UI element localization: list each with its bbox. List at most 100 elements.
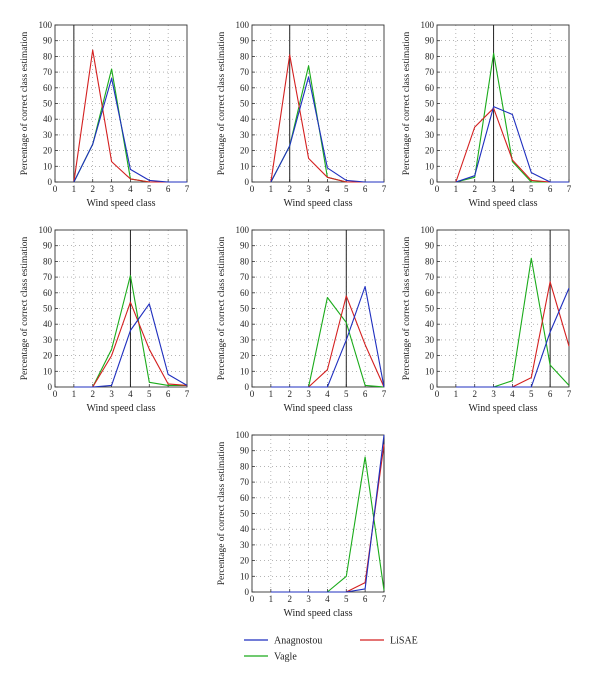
y-tick-label: 30 xyxy=(240,130,250,140)
y-tick-label: 80 xyxy=(43,256,53,266)
grid xyxy=(437,25,569,182)
grid xyxy=(252,230,384,387)
y-tick-label: 10 xyxy=(425,366,435,376)
grid xyxy=(252,25,384,182)
x-tick-label: 0 xyxy=(250,184,255,194)
y-tick-label: 80 xyxy=(240,51,250,61)
x-tick-label: 6 xyxy=(548,184,553,194)
y-tick-label: 70 xyxy=(425,67,435,77)
y-tick-label: 80 xyxy=(240,461,250,471)
y-tick-label: 10 xyxy=(43,366,53,376)
x-tick-label: 5 xyxy=(344,389,349,399)
y-tick-label: 100 xyxy=(236,225,250,235)
series-line-anagnostou xyxy=(270,285,385,388)
series-line-anagnostou xyxy=(270,434,385,593)
x-tick-label: 7 xyxy=(567,389,572,399)
x-axis-label: Wind speed class xyxy=(283,198,352,209)
series-line-anagnostou xyxy=(73,303,188,388)
y-tick-label: 20 xyxy=(425,146,435,156)
x-tick-label: 2 xyxy=(472,184,477,194)
y-tick-label: 80 xyxy=(43,51,53,61)
y-tick-label: 50 xyxy=(425,304,435,314)
y-tick-label: 80 xyxy=(425,51,435,61)
x-tick-label: 0 xyxy=(53,184,58,194)
y-tick-label: 90 xyxy=(425,241,435,251)
x-tick-label: 7 xyxy=(567,184,572,194)
x-tick-label: 5 xyxy=(147,184,152,194)
y-tick-label: 60 xyxy=(425,288,435,298)
x-tick-label: 3 xyxy=(306,594,311,604)
y-tick-label: 60 xyxy=(43,83,53,93)
y-tick-label: 70 xyxy=(425,272,435,282)
y-tick-label: 0 xyxy=(48,177,53,187)
x-tick-label: 2 xyxy=(287,389,292,399)
y-tick-label: 90 xyxy=(425,36,435,46)
x-tick-label: 3 xyxy=(491,184,496,194)
y-tick-label: 40 xyxy=(43,114,53,124)
y-tick-label: 10 xyxy=(425,161,435,171)
x-tick-label: 6 xyxy=(363,594,368,604)
y-tick-label: 90 xyxy=(240,36,250,46)
y-tick-label: 0 xyxy=(430,177,435,187)
legend-item: Anagnostou xyxy=(244,636,322,647)
x-tick-label: 6 xyxy=(363,184,368,194)
y-tick-label: 70 xyxy=(240,67,250,77)
x-tick-label: 5 xyxy=(344,594,349,604)
x-tick-label: 6 xyxy=(548,389,553,399)
x-axis-label: Wind speed class xyxy=(283,403,352,414)
y-tick-label: 0 xyxy=(48,382,53,392)
y-tick-label: 30 xyxy=(43,130,53,140)
y-tick-label: 0 xyxy=(245,587,250,597)
y-tick-label: 40 xyxy=(240,524,250,534)
y-tick-label: 90 xyxy=(240,446,250,456)
legend-item: Vagle xyxy=(244,652,297,663)
x-tick-label: 7 xyxy=(185,184,190,194)
x-axis-label: Wind speed class xyxy=(86,403,155,414)
y-tick-label: 30 xyxy=(240,335,250,345)
x-axis-label: Wind speed class xyxy=(86,198,155,209)
y-tick-label: 50 xyxy=(240,509,250,519)
grid xyxy=(437,230,569,387)
y-tick-label: 90 xyxy=(43,36,53,46)
y-tick-label: 40 xyxy=(43,319,53,329)
y-tick-label: 50 xyxy=(240,99,250,109)
y-tick-label: 0 xyxy=(245,177,250,187)
y-axis-label: Percentage of correct class estimation xyxy=(216,442,227,586)
x-tick-label: 1 xyxy=(72,184,77,194)
y-axis-label: Percentage of correct class estimation xyxy=(19,32,30,176)
x-tick-label: 5 xyxy=(344,184,349,194)
y-tick-label: 50 xyxy=(43,99,53,109)
series-line-lisae xyxy=(270,295,385,388)
legend-label: Anagnostou xyxy=(274,636,322,647)
y-tick-label: 20 xyxy=(425,351,435,361)
x-tick-label: 5 xyxy=(147,389,152,399)
legend-item: LiSAE xyxy=(360,636,418,647)
y-tick-label: 40 xyxy=(240,114,250,124)
x-tick-label: 1 xyxy=(269,389,274,399)
y-tick-label: 90 xyxy=(240,241,250,251)
x-tick-label: 2 xyxy=(472,389,477,399)
x-tick-label: 5 xyxy=(529,389,534,399)
x-tick-label: 6 xyxy=(166,389,171,399)
x-tick-label: 7 xyxy=(382,184,387,194)
y-tick-label: 10 xyxy=(43,161,53,171)
y-tick-label: 100 xyxy=(236,430,250,440)
x-tick-label: 0 xyxy=(53,389,58,399)
y-tick-label: 100 xyxy=(39,225,53,235)
y-tick-label: 100 xyxy=(421,225,435,235)
x-tick-label: 1 xyxy=(269,594,274,604)
y-tick-label: 30 xyxy=(43,335,53,345)
y-tick-label: 60 xyxy=(240,288,250,298)
y-tick-label: 90 xyxy=(43,241,53,251)
x-tick-label: 4 xyxy=(510,389,515,399)
y-tick-label: 0 xyxy=(245,382,250,392)
x-tick-label: 0 xyxy=(250,594,255,604)
y-tick-label: 40 xyxy=(425,114,435,124)
x-tick-label: 4 xyxy=(128,389,133,399)
x-tick-label: 7 xyxy=(185,389,190,399)
